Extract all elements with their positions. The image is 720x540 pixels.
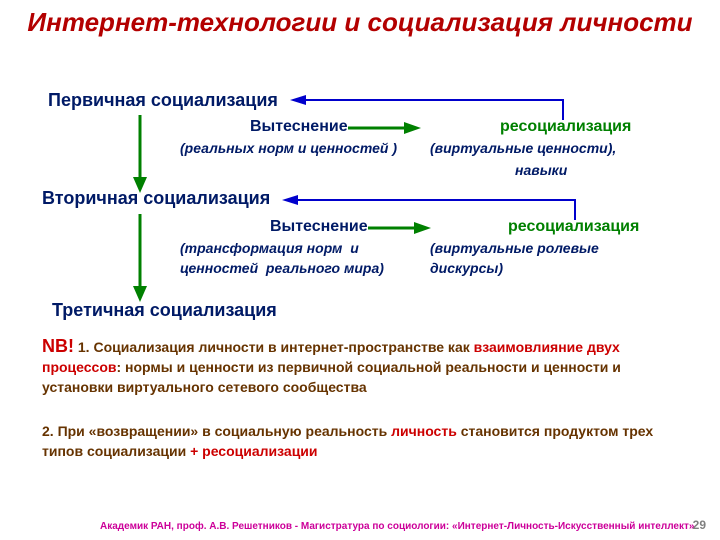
slide: Интернет-технологии и социализация лично… (0, 0, 720, 540)
slide-title: Интернет-технологии и социализация лично… (0, 8, 720, 38)
nb1-c: : нормы и ценности из первичной социальн… (42, 359, 621, 395)
stage-real1: (реальных норм и ценностей ) (180, 140, 397, 156)
nb-paragraph-1: NB! 1. Социализация личности в интернет-… (42, 335, 682, 398)
stage-virt2b: дискурсы) (430, 260, 503, 276)
stage-virt2a: (виртуальные ролевые (430, 240, 599, 256)
stage-primary: Первичная социализация (48, 90, 278, 111)
footer-credit: Академик РАН, проф. А.В. Решетников - Ма… (100, 521, 694, 532)
arrow-down-1 (130, 115, 150, 195)
stage-tertiary: Третичная социализация (52, 300, 277, 321)
arrow-down-2 (130, 214, 150, 304)
nb-label: NB! (42, 336, 74, 356)
stage-virt1: (виртуальные ценности), (430, 140, 616, 156)
nb1-a: Социализация личности в интернет-простра… (93, 339, 473, 355)
stage-secondary: Вторичная социализация (42, 188, 270, 209)
stage-real2a: (трансформация норм и (180, 240, 359, 256)
stage-real2b: ценностей реального мира) (180, 260, 384, 276)
nb2-lead: 2. При «возвращении» в социальную реальн… (42, 423, 391, 439)
nb-paragraph-2: 2. При «возвращении» в социальную реальн… (42, 422, 682, 462)
nb1-lead: 1. (74, 339, 93, 355)
arrow-back-1 (290, 92, 570, 126)
arrow-back-2 (282, 192, 582, 226)
page-number: 29 (693, 518, 706, 532)
nb2-a: личность (391, 423, 457, 439)
nb2-c: + ресоциализации (190, 443, 317, 459)
stage-skills: навыки (515, 162, 567, 178)
